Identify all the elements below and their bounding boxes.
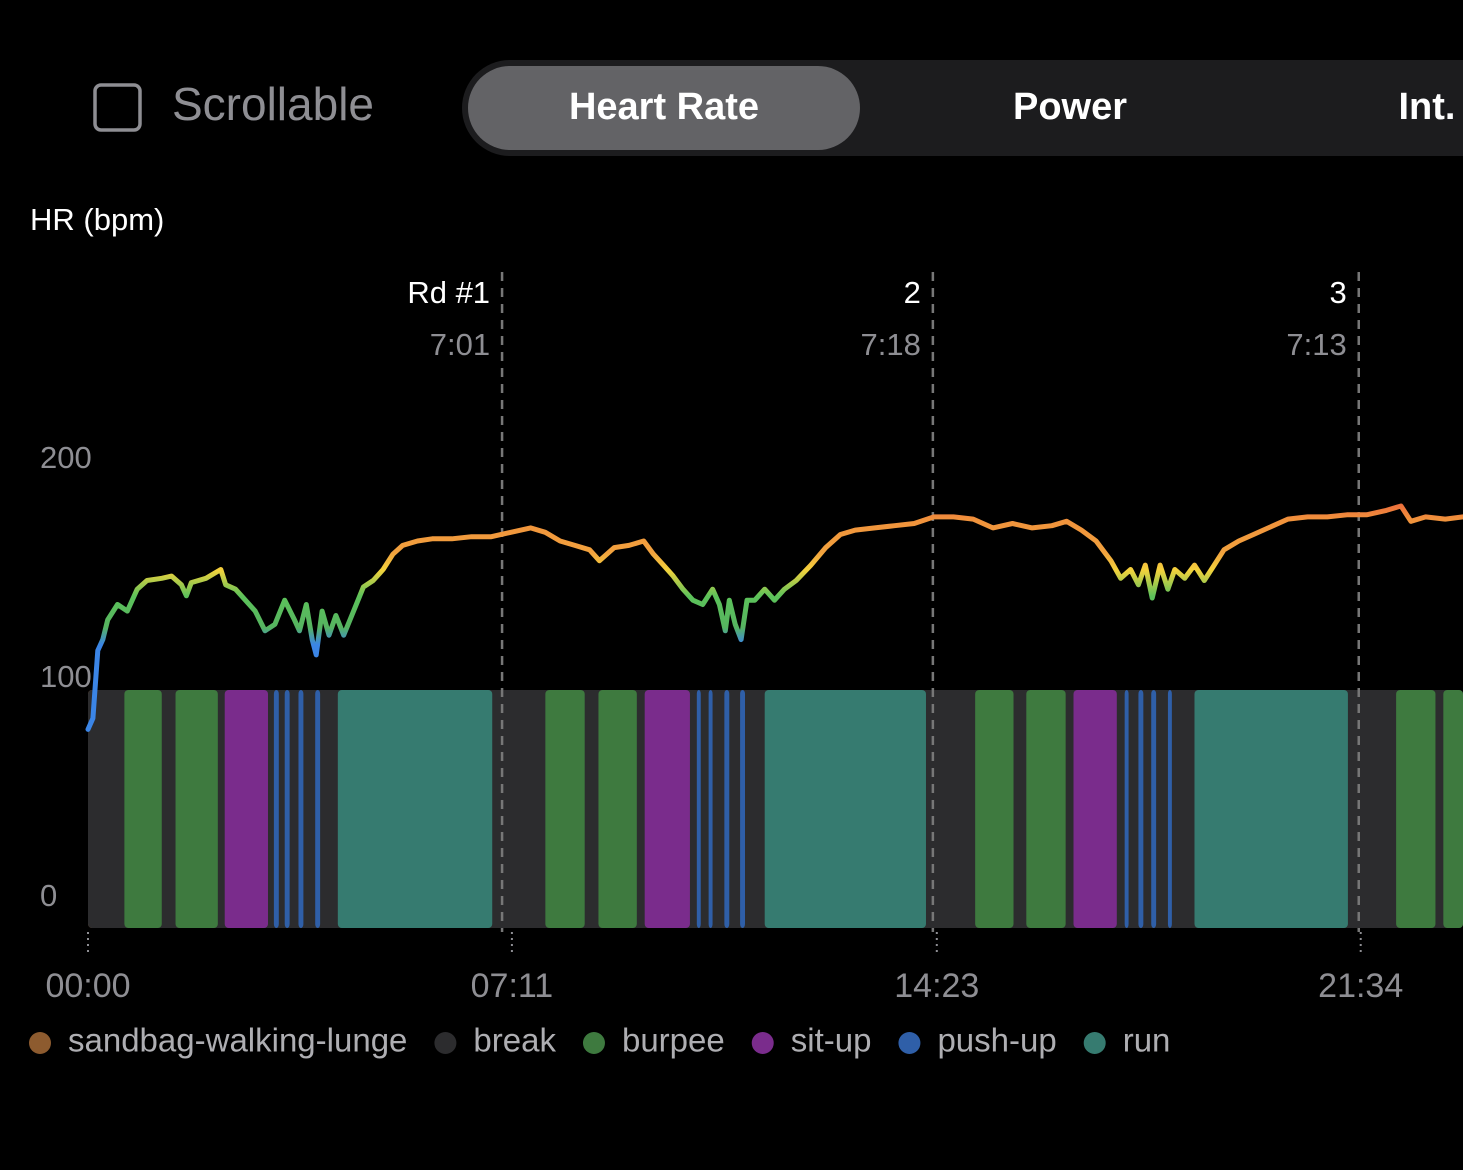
activity-bar xyxy=(1194,690,1348,928)
selected-tab-background[interactable] xyxy=(468,66,860,150)
activity-bar xyxy=(1443,690,1463,928)
legend-label: run xyxy=(1123,1022,1171,1059)
activity-bar xyxy=(273,690,279,928)
activity-bar xyxy=(284,690,290,928)
activity-bar xyxy=(708,690,713,928)
activity-bar xyxy=(545,690,585,928)
activity-bar xyxy=(696,690,701,928)
round-duration: 7:13 xyxy=(1286,327,1346,362)
round-label: Rd #1 xyxy=(407,275,490,310)
legend-label: push-up xyxy=(937,1022,1056,1059)
legend-marker xyxy=(751,1032,774,1054)
x-tick-label: 21:34 xyxy=(1318,967,1403,1005)
tab-label[interactable]: Heart Rate xyxy=(569,86,759,128)
y-axis-label: HR (bpm) xyxy=(30,202,164,237)
activity-bar xyxy=(1124,690,1129,928)
round-label: 3 xyxy=(1329,275,1346,310)
activity-bar xyxy=(1151,690,1157,928)
round-duration: 7:18 xyxy=(861,327,921,362)
activity-bar xyxy=(764,690,926,928)
legend-label: sit-up xyxy=(791,1022,872,1059)
activity-bar xyxy=(1396,690,1436,928)
round-duration: 7:01 xyxy=(430,327,490,362)
activity-bar xyxy=(315,690,321,928)
round-label: 2 xyxy=(904,275,921,310)
tab-label[interactable]: Int. xyxy=(1399,86,1456,128)
activity-bar xyxy=(337,690,493,928)
activity-bar xyxy=(1138,690,1144,928)
activity-bar xyxy=(724,690,730,928)
activity-bar xyxy=(644,690,690,928)
checkbox-label[interactable]: Scrollable xyxy=(172,78,374,130)
x-tick-label: 14:23 xyxy=(894,967,979,1005)
legend-label: sandbag-walking-lunge xyxy=(68,1022,407,1059)
activity-bar xyxy=(740,690,746,928)
x-tick-label: 00:00 xyxy=(45,967,130,1005)
activity-bar xyxy=(175,690,218,928)
activity-bar xyxy=(1026,690,1066,928)
legend-marker xyxy=(29,1032,51,1054)
legend-marker xyxy=(434,1032,457,1054)
x-tick-label: 07:11 xyxy=(471,967,554,1005)
legend-marker xyxy=(1083,1032,1106,1054)
heart-rate-line xyxy=(85,503,1463,732)
activity-bar xyxy=(975,690,1014,928)
activity-bar xyxy=(598,690,637,928)
activity-bar xyxy=(224,690,268,928)
checkbox[interactable] xyxy=(93,83,142,132)
activity-bar xyxy=(298,690,304,928)
y-tick-label: 100 xyxy=(40,659,92,694)
legend-marker xyxy=(898,1032,921,1054)
legend-marker xyxy=(582,1032,605,1054)
activity-bar xyxy=(1167,690,1172,928)
legend-label: burpee xyxy=(622,1022,725,1059)
activity-bar xyxy=(1073,690,1117,928)
y-tick-label: 200 xyxy=(40,440,92,475)
y-tick-label: 0 xyxy=(40,878,57,913)
activity-bar xyxy=(124,690,162,928)
tab-label[interactable]: Power xyxy=(1013,86,1127,128)
legend-label: break xyxy=(473,1022,556,1059)
